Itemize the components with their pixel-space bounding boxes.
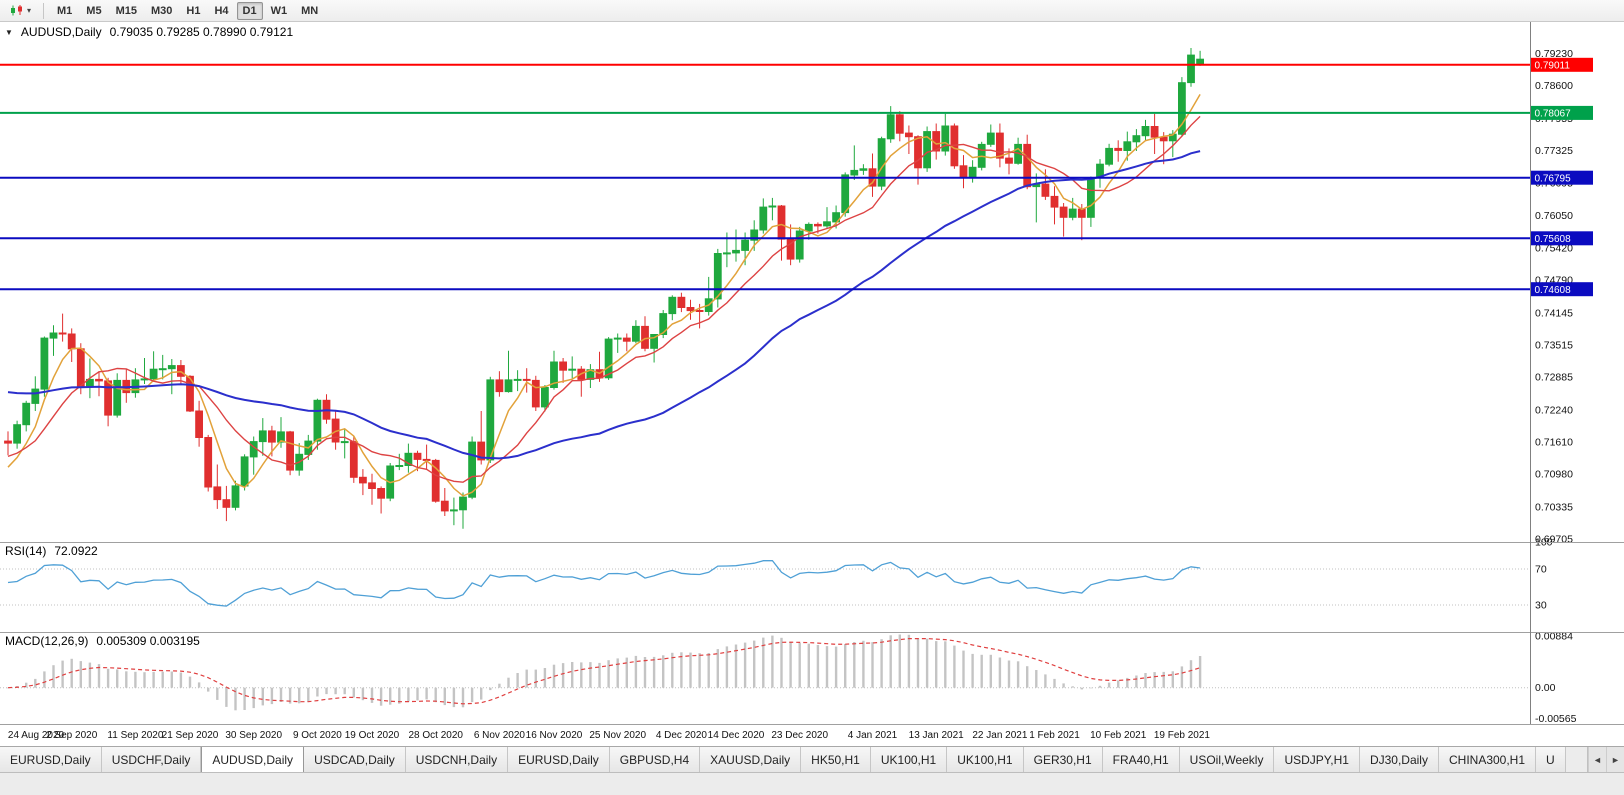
- chart-tab-usdjpy-h1[interactable]: USDJPY,H1: [1274, 747, 1360, 772]
- svg-text:16 Nov 2020: 16 Nov 2020: [526, 730, 583, 741]
- svg-text:1 Feb 2021: 1 Feb 2021: [1029, 730, 1080, 741]
- chart-tab-hk50-h1[interactable]: HK50,H1: [801, 747, 871, 772]
- tab-scroll-controls: ◄ ►: [1587, 747, 1624, 772]
- chart-tab-usdcad-daily[interactable]: USDCAD,Daily: [304, 747, 406, 772]
- chart-tabs-bar: EURUSD,Daily USDCHF,Daily AUDUSD,Daily USDC…: [0, 746, 1624, 772]
- chart-tab-usoil-weekly[interactable]: USOil,Weekly: [1179, 747, 1275, 772]
- symbol-dropdown-icon[interactable]: ▼: [5, 27, 13, 37]
- timeframe-button-w1[interactable]: W1: [265, 2, 294, 20]
- svg-text:-0.00565: -0.00565: [1535, 713, 1577, 725]
- svg-text:13 Jan 2021: 13 Jan 2021: [909, 730, 964, 741]
- svg-text:0.72240: 0.72240: [1535, 404, 1573, 416]
- svg-text:14 Dec 2020: 14 Dec 2020: [708, 730, 765, 741]
- ma-line-5: [7, 94, 1201, 497]
- svg-text:0.76795: 0.76795: [1535, 174, 1572, 185]
- svg-text:30: 30: [1535, 600, 1547, 612]
- chart-tab-usdchf-daily[interactable]: USDCHF,Daily: [101, 747, 202, 772]
- svg-text:9 Oct 2020: 9 Oct 2020: [293, 730, 342, 741]
- svg-text:0.78600: 0.78600: [1535, 80, 1573, 92]
- svg-text:4 Dec 2020: 4 Dec 2020: [656, 730, 708, 741]
- svg-text:28 Oct 2020: 28 Oct 2020: [408, 730, 463, 741]
- toolbar-separator: [43, 2, 45, 19]
- horizontal-level-lines: [0, 63, 1530, 291]
- svg-text:30 Sep 2020: 30 Sep 2020: [225, 730, 282, 741]
- chart-area[interactable]: 0.792300.786000.779550.773250.766950.760…: [0, 22, 1624, 746]
- svg-text:0.76050: 0.76050: [1535, 210, 1573, 222]
- candlestick-chart-icon: [11, 5, 22, 16]
- svg-text:0.78067: 0.78067: [1535, 109, 1572, 120]
- svg-text:10 Feb 2021: 10 Feb 2021: [1090, 730, 1147, 741]
- svg-text:2 Sep 2020: 2 Sep 2020: [46, 730, 98, 741]
- timeframe-toolbar: ▾ M1 M5 M15 M30 H1 H4 D1 W1 MN: [0, 0, 1624, 22]
- svg-text:0.75420: 0.75420: [1535, 242, 1573, 254]
- chart-canvas[interactable]: 0.792300.786000.779550.773250.766950.760…: [0, 22, 1624, 746]
- timeframe-button-m30[interactable]: M30: [145, 2, 178, 20]
- chart-tab-uk100-h1[interactable]: UK100,H1: [947, 747, 1024, 772]
- svg-text:19 Feb 2021: 19 Feb 2021: [1154, 730, 1211, 741]
- status-bar: [0, 772, 1624, 795]
- pane-separators: [0, 22, 1624, 725]
- svg-text:25 Nov 2020: 25 Nov 2020: [589, 730, 646, 741]
- svg-text:23 Dec 2020: 23 Dec 2020: [771, 730, 828, 741]
- svg-text:0.74608: 0.74608: [1535, 285, 1572, 296]
- svg-text:0.00: 0.00: [1535, 682, 1556, 694]
- chart-tab-eurusd-daily[interactable]: EURUSD,Daily: [508, 747, 610, 772]
- chart-mode-caret-icon: ▾: [27, 5, 32, 15]
- timeframe-button-d1[interactable]: D1: [236, 1, 263, 20]
- svg-text:24 Aug 2020: 24 Aug 2020: [8, 730, 65, 741]
- tab-scroll-left-icon[interactable]: ◄: [1588, 747, 1606, 772]
- timeframe-buttons: M1 M5 M15 M30 H1 H4 D1 W1 MN: [51, 1, 324, 20]
- svg-text:6 Nov 2020: 6 Nov 2020: [474, 730, 526, 741]
- svg-text:21 Sep 2020: 21 Sep 2020: [162, 730, 219, 741]
- chart-tab-xauusd-daily[interactable]: XAUUSD,Daily: [700, 747, 802, 772]
- price-level-badges: 0.79011 0.78067 0.76795 0.75608 0.74608: [1531, 57, 1593, 297]
- svg-text:19 Oct 2020: 19 Oct 2020: [345, 730, 400, 741]
- chart-tab-fra40-h1[interactable]: FRA40,H1: [1102, 747, 1180, 772]
- chart-tab-gbpusd-h4[interactable]: GBPUSD,H4: [609, 747, 701, 772]
- svg-text:4 Jan 2021: 4 Jan 2021: [848, 730, 898, 741]
- chart-mode-button[interactable]: ▾: [4, 2, 36, 19]
- chart-tab-audusd-daily[interactable]: AUDUSD,Daily: [201, 747, 305, 772]
- svg-text:0.77325: 0.77325: [1535, 145, 1573, 157]
- svg-text:0.79011: 0.79011: [1535, 61, 1571, 72]
- svg-text:0.75608: 0.75608: [1535, 234, 1572, 245]
- svg-text:70: 70: [1535, 564, 1547, 576]
- timeframe-button-m15[interactable]: M15: [110, 2, 143, 20]
- chart-tab-u[interactable]: U: [1536, 747, 1566, 772]
- ma-line-10: [7, 115, 1201, 483]
- moving-average-lines: [7, 94, 1201, 497]
- chart-tab-dj30-daily[interactable]: DJ30,Daily: [1359, 747, 1439, 772]
- timeframe-button-mn[interactable]: MN: [295, 2, 324, 20]
- ma-line-35: [7, 150, 1201, 460]
- chart-tab-china300-h1[interactable]: CHINA300,H1: [1438, 747, 1537, 772]
- chart-tab-eurusd-daily[interactable]: EURUSD,Daily: [0, 747, 102, 772]
- svg-text:0.71610: 0.71610: [1535, 437, 1573, 449]
- macd-signal-line: [7, 637, 1201, 705]
- tab-scroll-right-icon[interactable]: ►: [1606, 747, 1624, 772]
- svg-text:0.70980: 0.70980: [1535, 469, 1573, 481]
- timeframe-button-m1[interactable]: M1: [51, 2, 78, 20]
- chart-tab-uk100-h1[interactable]: UK100,H1: [870, 747, 948, 772]
- svg-text:0.70335: 0.70335: [1535, 502, 1573, 514]
- svg-text:0.79230: 0.79230: [1535, 48, 1573, 60]
- timeframe-button-h1[interactable]: H1: [180, 2, 206, 20]
- rsi-line: [7, 559, 1201, 607]
- macd-pane: 0.00884 0.00 -0.00565: [0, 630, 1577, 725]
- svg-text:0.72885: 0.72885: [1535, 372, 1573, 384]
- candles-layer: [4, 48, 1204, 529]
- chart-tabs: EURUSD,Daily USDCHF,Daily AUDUSD,Daily USDC…: [0, 747, 1587, 772]
- svg-text:0.00884: 0.00884: [1535, 630, 1573, 642]
- chart-tab-usdcnh-daily[interactable]: USDCNH,Daily: [405, 747, 509, 772]
- svg-text:22 Jan 2021: 22 Jan 2021: [972, 730, 1027, 741]
- svg-text:0.73515: 0.73515: [1535, 339, 1573, 351]
- svg-text:0.74145: 0.74145: [1535, 307, 1573, 319]
- timeframe-button-m5[interactable]: M5: [80, 2, 107, 20]
- price-axis-labels: 0.792300.786000.779550.773250.766950.760…: [1535, 48, 1573, 546]
- chart-tab-ger30-h1[interactable]: GER30,H1: [1023, 747, 1103, 772]
- svg-text:11 Sep 2020: 11 Sep 2020: [107, 730, 163, 741]
- timeframe-button-h4[interactable]: H4: [208, 2, 234, 20]
